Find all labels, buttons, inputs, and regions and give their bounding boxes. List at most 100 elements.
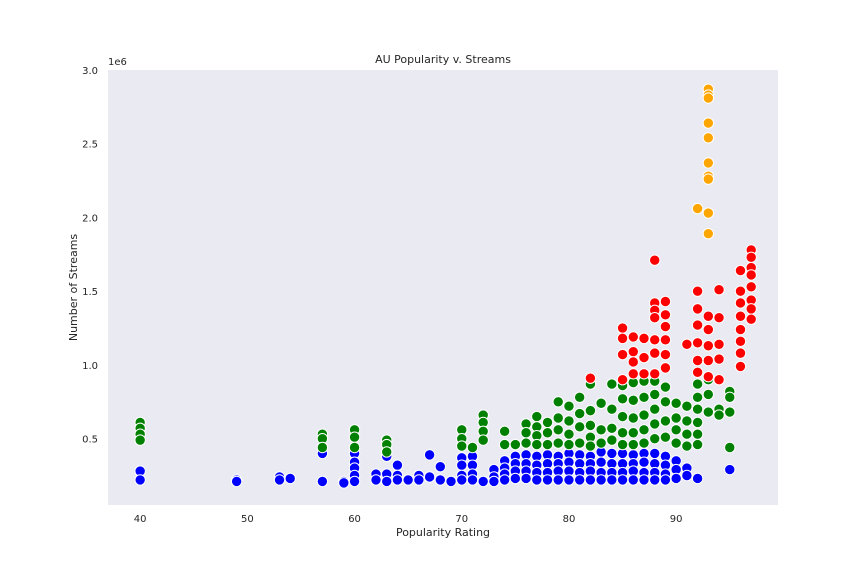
data-point <box>638 456 650 468</box>
data-point <box>627 345 639 358</box>
data-point <box>745 269 757 281</box>
data-point <box>606 422 618 435</box>
data-point <box>541 427 554 439</box>
data-points <box>134 83 757 489</box>
x-tick-label: 50 <box>241 514 254 525</box>
data-point <box>531 438 543 451</box>
data-point <box>649 447 661 460</box>
data-point <box>649 368 661 380</box>
data-point <box>649 432 661 445</box>
data-point <box>573 407 586 420</box>
data-point <box>616 332 629 345</box>
x-tick-label: 70 <box>455 514 468 525</box>
data-point <box>348 441 361 454</box>
data-point <box>681 440 693 452</box>
data-point <box>691 319 704 331</box>
data-point <box>584 474 597 486</box>
data-point <box>391 474 404 486</box>
data-point <box>595 437 607 449</box>
data-point <box>531 410 543 423</box>
data-point <box>520 437 532 449</box>
data-point <box>563 428 575 440</box>
data-point <box>713 353 725 365</box>
data-point <box>702 207 715 219</box>
data-point <box>466 474 479 486</box>
data-point <box>638 368 650 380</box>
data-point <box>724 391 736 404</box>
data-point <box>724 406 736 418</box>
data-point <box>627 368 639 380</box>
x-tick-label: 80 <box>563 514 576 525</box>
data-point <box>745 281 757 293</box>
data-point <box>734 297 747 309</box>
data-point <box>316 475 329 488</box>
data-point <box>509 438 522 451</box>
data-point <box>638 437 650 449</box>
data-point <box>745 251 757 263</box>
data-point <box>734 285 747 297</box>
y-axis-label: Number of Streams <box>67 234 80 342</box>
data-point <box>670 437 682 449</box>
data-point <box>477 475 489 488</box>
data-point <box>563 400 575 412</box>
data-point <box>702 157 715 169</box>
data-point <box>702 406 715 418</box>
data-point <box>134 434 146 446</box>
data-point <box>681 428 693 440</box>
y-tick-label: 0.5 <box>82 435 98 446</box>
x-tick-label: 60 <box>348 514 361 525</box>
data-point <box>691 403 704 415</box>
data-point <box>649 418 661 430</box>
y-tick-labels: 0.5 1.0 1.5 2.0 2.5 3.0 <box>82 66 98 446</box>
data-point <box>638 474 650 486</box>
data-point <box>584 419 597 432</box>
data-point <box>423 471 436 483</box>
y-tick-label: 1.0 <box>82 361 98 372</box>
data-point <box>713 409 725 421</box>
data-point <box>638 424 650 436</box>
data-point <box>616 322 629 334</box>
data-point <box>573 437 586 449</box>
data-point <box>702 354 715 367</box>
data-point <box>413 474 425 486</box>
data-point <box>649 474 661 486</box>
data-point <box>670 424 682 436</box>
data-point <box>584 440 597 452</box>
data-point <box>456 459 468 471</box>
data-point <box>691 391 704 404</box>
x-tick-labels: 40 50 60 70 80 90 <box>134 514 683 525</box>
data-point <box>391 459 404 471</box>
data-point <box>691 438 704 451</box>
data-point <box>734 347 747 359</box>
data-point <box>541 438 554 451</box>
data-point <box>284 472 296 485</box>
data-point <box>681 338 693 350</box>
data-point <box>659 334 672 346</box>
data-point <box>595 474 607 486</box>
data-point <box>659 415 672 427</box>
data-point <box>691 378 704 390</box>
data-point <box>584 404 597 417</box>
data-point <box>659 309 672 321</box>
data-point <box>659 431 672 443</box>
data-point <box>659 381 672 393</box>
chart-title: AU Popularity v. Streams <box>375 53 511 66</box>
data-point <box>659 295 672 308</box>
data-point <box>541 474 554 486</box>
data-point <box>745 303 757 315</box>
data-point <box>627 394 639 407</box>
data-point <box>702 323 715 336</box>
data-point <box>606 403 618 415</box>
y-tick-label: 2.0 <box>82 213 98 224</box>
data-point <box>649 388 661 401</box>
data-point <box>649 312 661 324</box>
data-point <box>627 356 639 368</box>
data-point <box>691 472 704 485</box>
data-point <box>445 475 457 488</box>
data-point <box>681 469 693 482</box>
data-point <box>702 92 715 104</box>
data-point <box>552 412 564 424</box>
data-point <box>659 474 672 486</box>
data-point <box>606 474 618 486</box>
y-tick-label: 1.5 <box>82 287 98 298</box>
